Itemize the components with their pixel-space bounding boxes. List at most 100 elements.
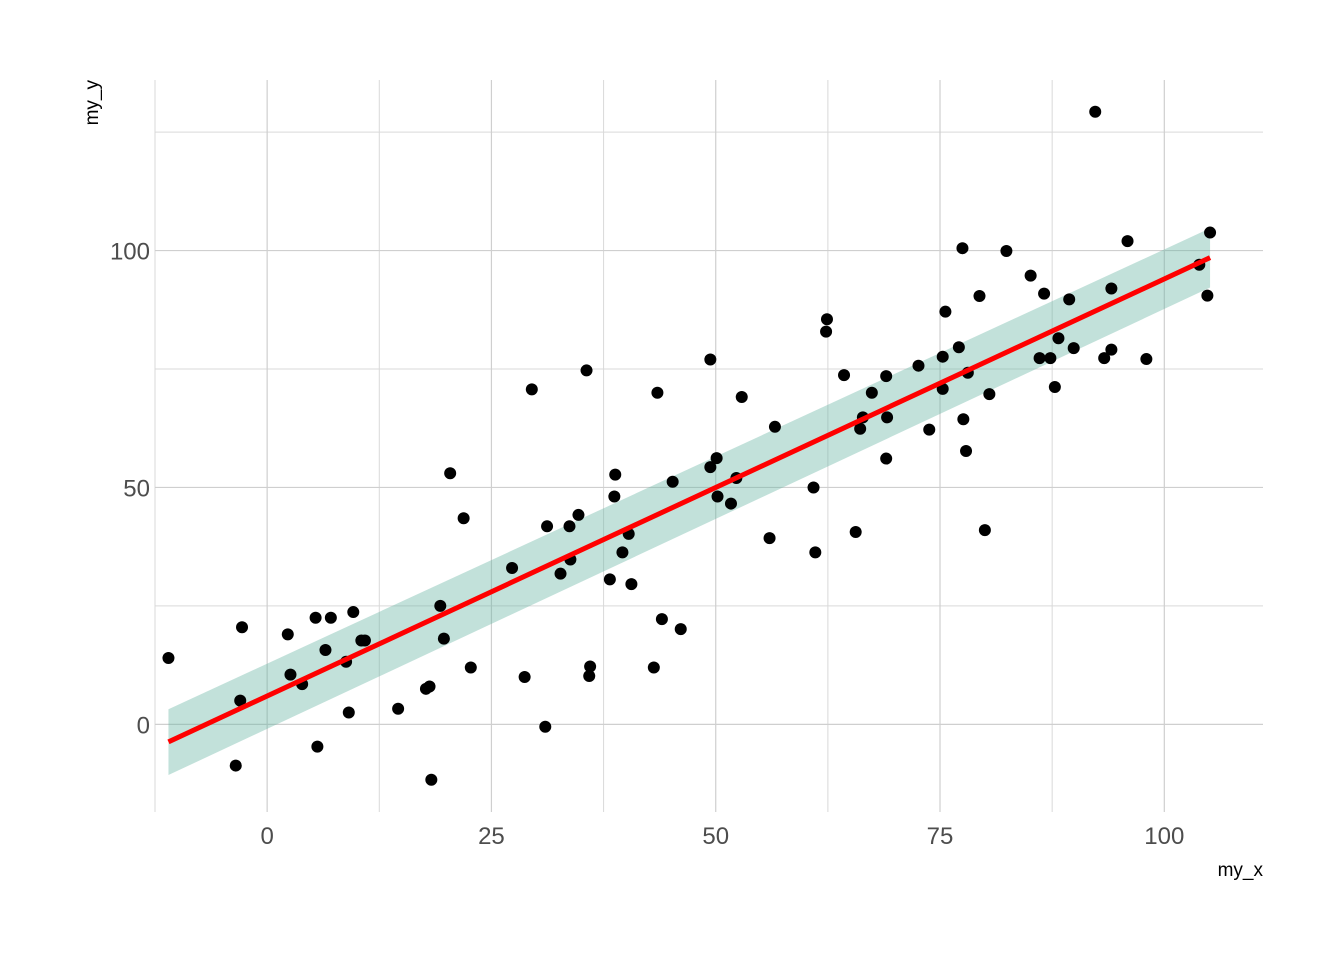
- data-point: [342, 706, 355, 719]
- data-point: [724, 497, 737, 510]
- data-points: [162, 105, 1217, 786]
- data-point: [625, 578, 638, 591]
- data-point: [1044, 352, 1057, 365]
- data-point: [710, 452, 723, 465]
- data-point: [518, 670, 531, 683]
- data-point: [616, 546, 629, 559]
- data-point: [229, 759, 242, 772]
- data-point: [923, 423, 936, 436]
- data-point: [881, 411, 894, 424]
- data-point: [865, 386, 878, 399]
- x-tick-label: 75: [927, 823, 954, 850]
- regression-line: [167, 255, 1212, 745]
- data-point: [1121, 235, 1134, 248]
- data-point: [1063, 293, 1076, 306]
- data-point: [666, 475, 679, 488]
- data-point: [978, 524, 991, 537]
- data-point: [1105, 282, 1118, 295]
- grid-lines: [154, 80, 1263, 812]
- data-point: [849, 525, 862, 538]
- y-tick-label: 50: [123, 475, 150, 502]
- data-point: [392, 702, 405, 715]
- data-point: [1024, 269, 1037, 282]
- data-point: [1038, 287, 1051, 300]
- data-point: [973, 290, 986, 303]
- data-point: [809, 546, 822, 559]
- data-point: [820, 325, 833, 338]
- data-point: [711, 490, 724, 503]
- data-point: [880, 370, 893, 383]
- data-point: [457, 512, 470, 525]
- data-point: [309, 611, 322, 624]
- data-point: [1204, 226, 1217, 239]
- data-point: [960, 444, 973, 457]
- data-point: [1048, 381, 1061, 394]
- data-point: [1140, 353, 1153, 366]
- x-tick-label: 50: [702, 823, 729, 850]
- fit-line: [167, 255, 1212, 745]
- x-tick-label: 25: [478, 823, 505, 850]
- data-point: [674, 623, 687, 636]
- data-point: [541, 520, 554, 533]
- data-point: [704, 461, 717, 474]
- data-point: [506, 562, 519, 574]
- data-point: [434, 599, 447, 612]
- data-point: [572, 508, 585, 521]
- data-point: [234, 694, 247, 707]
- data-point: [820, 313, 833, 326]
- data-point: [358, 634, 371, 647]
- x-axis-title: my_x: [1218, 860, 1264, 881]
- data-point: [608, 490, 621, 503]
- y-axis-title: my_y: [82, 80, 103, 126]
- data-point: [647, 661, 660, 674]
- data-point: [952, 341, 965, 354]
- data-point: [1000, 245, 1013, 258]
- data-point: [444, 467, 457, 480]
- data-point: [281, 628, 294, 641]
- data-point: [838, 369, 851, 382]
- data-point: [936, 350, 949, 363]
- data-point: [554, 567, 567, 580]
- data-point: [651, 386, 664, 399]
- data-point: [347, 606, 360, 619]
- data-point: [956, 242, 969, 255]
- x-axis-ticks: 0 25 50 75 100: [260, 823, 1184, 850]
- data-point: [162, 652, 175, 665]
- data-point: [763, 532, 776, 545]
- y-axis-ticks: 0 50 100: [110, 239, 150, 740]
- data-point: [854, 422, 867, 435]
- data-point: [880, 452, 893, 465]
- data-point: [704, 353, 717, 366]
- data-point: [583, 670, 596, 683]
- y-tick-label: 100: [110, 239, 150, 266]
- data-point: [807, 481, 820, 494]
- data-point: [580, 364, 593, 377]
- data-point: [983, 388, 996, 401]
- data-point: [311, 740, 324, 753]
- data-point: [957, 413, 970, 426]
- data-point: [1105, 343, 1118, 356]
- data-point: [609, 468, 622, 481]
- data-point: [603, 573, 616, 586]
- data-point: [525, 383, 538, 396]
- data-point: [437, 632, 450, 645]
- data-point: [1201, 289, 1214, 302]
- data-point: [1033, 352, 1046, 365]
- data-point: [563, 520, 576, 533]
- data-point: [1067, 342, 1080, 355]
- data-point: [584, 660, 597, 673]
- data-point: [939, 305, 952, 318]
- data-point: [236, 621, 249, 634]
- x-tick-label: 0: [260, 823, 273, 850]
- data-point: [324, 611, 337, 624]
- y-tick-label: 0: [137, 712, 150, 739]
- data-point: [319, 643, 332, 656]
- data-point: [735, 390, 748, 403]
- data-point: [464, 661, 477, 674]
- data-point: [1098, 352, 1111, 365]
- data-point: [425, 773, 438, 786]
- data-point: [539, 720, 552, 733]
- data-point: [423, 680, 436, 693]
- data-point: [1089, 105, 1102, 118]
